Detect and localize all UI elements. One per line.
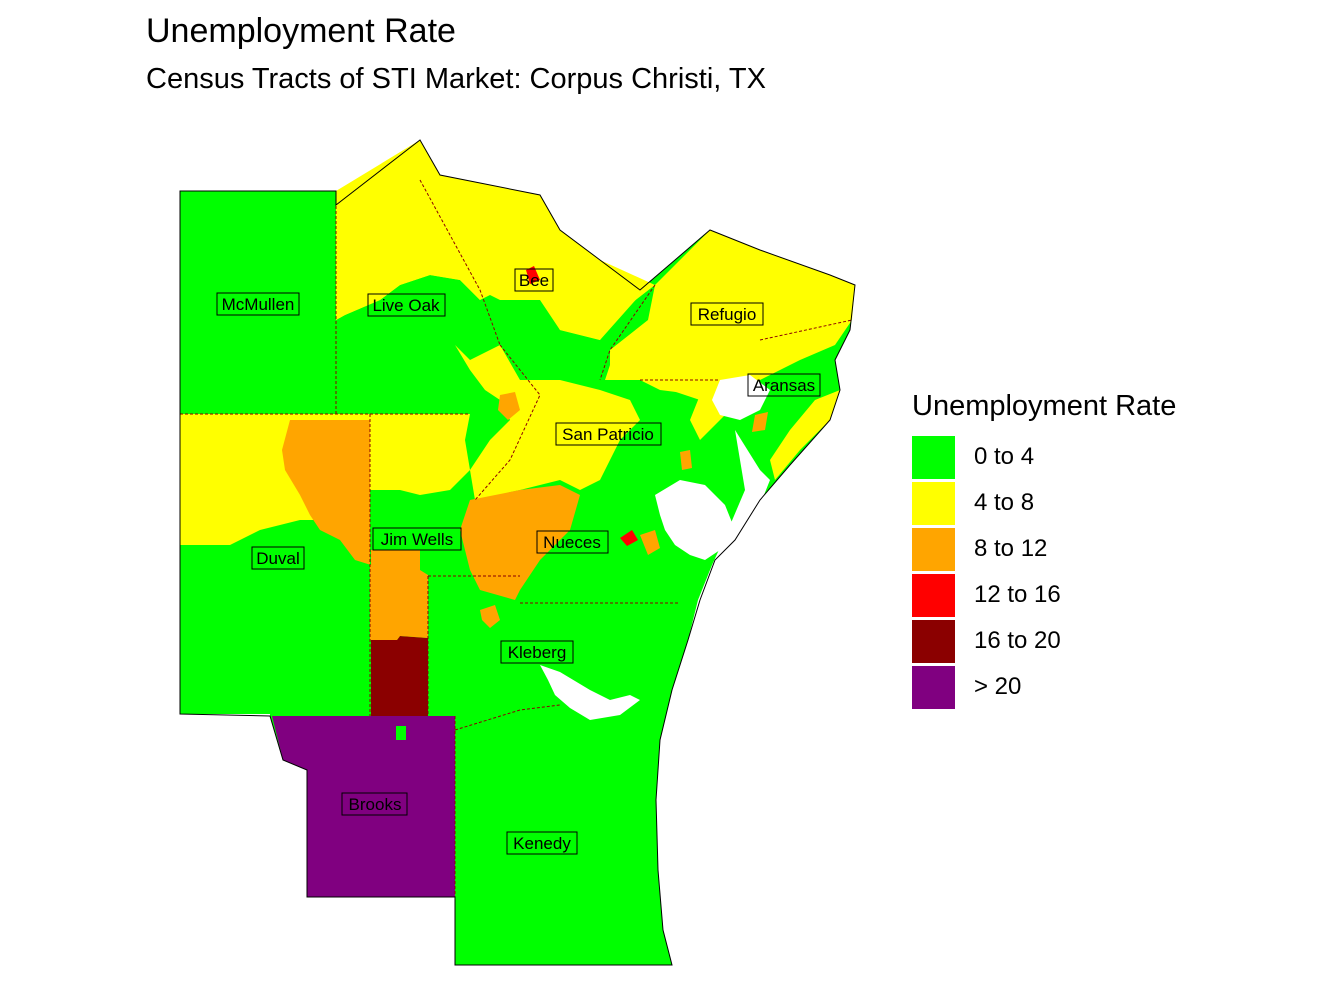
map-region-orange-small3 <box>680 450 692 470</box>
map-outline <box>179 139 856 966</box>
legend-label: > 20 <box>974 673 1022 700</box>
legend-item: 0 to 4 <box>912 434 1176 480</box>
legend-label: 8 to 12 <box>974 535 1048 562</box>
map-water-corpus-christi-bay <box>655 480 735 560</box>
map-region-orange-nueces <box>460 485 580 600</box>
legend-label: 4 to 8 <box>974 489 1035 516</box>
map-tract-green-small <box>396 726 406 740</box>
county-label-text: Nueces <box>543 533 601 552</box>
legend-swatch <box>912 573 955 617</box>
county-label-text: Kleberg <box>508 643 567 662</box>
legend-label: 12 to 16 <box>974 581 1061 608</box>
county-label-liveoak: Live Oak <box>367 293 446 317</box>
legend-swatch <box>912 435 955 479</box>
legend-swatch <box>912 481 955 525</box>
map-region-yellow-sanpatricio <box>455 345 640 500</box>
county-label-text: Live Oak <box>372 296 440 315</box>
county-boundaries <box>180 179 853 897</box>
county-label-refugio: Refugio <box>690 302 764 326</box>
map-region-orange-duval <box>282 420 428 640</box>
county-label-bee: Bee <box>514 268 554 292</box>
legend-item: > 20 <box>912 664 1176 710</box>
county-labels: McMullen Live Oak Bee Refugio Aransas Sa… <box>216 268 821 855</box>
chart-subtitle: Census Tracts of STI Market: Corpus Chri… <box>146 63 766 95</box>
county-label-text: Jim Wells <box>381 530 453 549</box>
county-label-text: Aransas <box>753 376 815 395</box>
county-label-aransas: Aransas <box>747 373 821 397</box>
legend-swatch <box>912 665 955 709</box>
county-label-text: McMullen <box>222 295 295 314</box>
county-label-nueces: Nueces <box>536 530 609 554</box>
map-region-red-bee <box>526 266 540 284</box>
map-region-yellow-refugio <box>605 250 855 440</box>
map-water-laguna-madre <box>661 430 770 968</box>
map-region-yellow-jimwells <box>370 414 470 495</box>
legend-swatch <box>912 619 955 663</box>
legend-label: 16 to 20 <box>974 627 1061 654</box>
map-water-baffin-bay <box>540 665 640 720</box>
county-label-duval: Duval <box>251 546 305 570</box>
legend-swatch <box>912 527 955 571</box>
legend-item: 8 to 12 <box>912 526 1176 572</box>
map-region-yellow-liveoak <box>336 140 490 320</box>
county-label-kleberg: Kleberg <box>500 640 574 664</box>
county-label-text: Kenedy <box>513 834 571 853</box>
chart-title: Unemployment Rate <box>146 12 456 50</box>
legend-item: 12 to 16 <box>912 572 1176 618</box>
county-label-text: Refugio <box>698 305 757 324</box>
legend-item: 4 to 8 <box>912 480 1176 526</box>
map-region-yellow-bee <box>420 180 655 340</box>
map-region-red-nueces <box>620 530 638 546</box>
county-label-text: Duval <box>256 549 299 568</box>
county-label-sanpatricio: San Patricio <box>555 422 662 446</box>
county-label-text: San Patricio <box>562 425 654 444</box>
map-region-brooks <box>272 716 455 897</box>
map-region-orange-small1 <box>498 392 520 420</box>
map-region-orange-small2 <box>752 412 768 432</box>
tract-map: McMullen Live Oak Bee Refugio Aransas Sa… <box>179 139 856 968</box>
map-region-darkred <box>371 636 428 716</box>
county-label-text: Brooks <box>349 795 402 814</box>
map-region-orange-small4 <box>480 605 500 628</box>
county-label-jimwells: Jim Wells <box>372 527 462 551</box>
county-label-brooks: Brooks <box>341 792 408 816</box>
map-region-yellow-aransas <box>770 390 840 480</box>
map-water-copano-bay <box>712 375 770 420</box>
legend-label: 0 to 4 <box>974 443 1035 470</box>
map-region-orange-small5 <box>640 530 660 555</box>
county-label-mcmullen: McMullen <box>216 292 300 316</box>
legend-item: 16 to 20 <box>912 618 1176 664</box>
county-label-kenedy: Kenedy <box>506 831 578 855</box>
legend-title: Unemployment Rate <box>912 390 1177 422</box>
county-label-text: Bee <box>519 271 549 290</box>
legend: Unemployment Rate 0 to 4 4 to 8 8 to 12 … <box>912 390 1176 710</box>
